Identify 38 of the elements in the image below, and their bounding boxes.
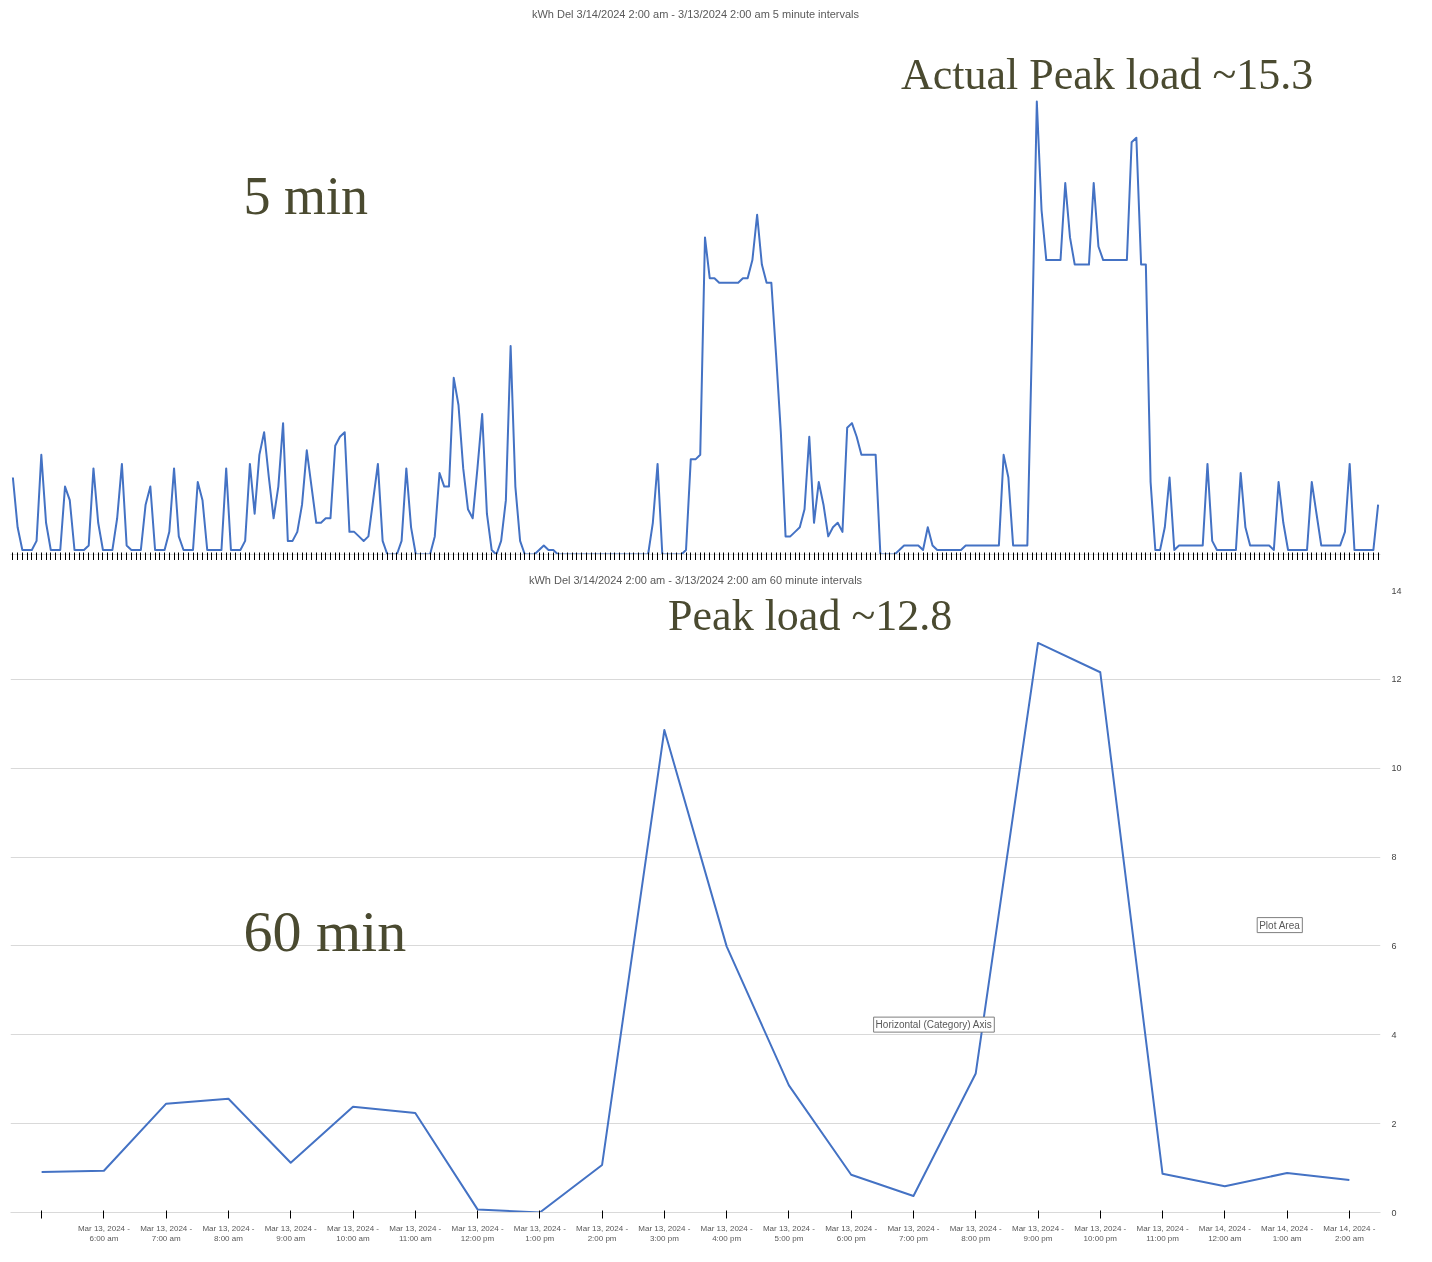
x-tick-label: Mar 13, 2024 - 1:00 pm <box>513 1223 567 1244</box>
x-tick-label: Mar 13, 2024 - 6:00 am <box>77 1223 131 1244</box>
line-series <box>40 641 1351 1213</box>
y-tick-label: 2 <box>1391 1118 1397 1129</box>
x-tick-label: Mar 13, 2024 - 5:00 pm <box>762 1223 816 1244</box>
x-tick-label: Mar 13, 2024 - 8:00 pm <box>949 1223 1003 1244</box>
y-tick-label: 0 <box>1391 1207 1397 1218</box>
x-tick-label: Mar 13, 2024 - 10:00 pm <box>1074 1223 1127 1244</box>
x-tick-label: Mar 13, 2024 - 12:00 pm <box>451 1223 504 1244</box>
x-tick-label: Mar 13, 2024 - 2:00 pm <box>576 1223 629 1244</box>
x-tick-label: Mar 13, 2024 - 7:00 pm <box>887 1223 940 1244</box>
annotation: Horizontal (Category) Axis <box>875 1019 992 1031</box>
x-tick-label: Mar 13, 2024 - 7:00 am <box>140 1223 193 1244</box>
y-tick-label: 12 <box>1391 674 1402 685</box>
y-tick-label: 10 <box>1391 763 1402 774</box>
text: Actual Peak load ~15.3 <box>901 49 1314 99</box>
annotation: 60 min <box>243 898 407 964</box>
annotation: Plot Area <box>1259 919 1301 931</box>
y-tick-label: 4 <box>1391 1029 1397 1040</box>
x-tick-label: Mar 13, 2024 - 11:00 am <box>389 1223 442 1244</box>
x-tick-label: Mar 13, 2024 - 8:00 am <box>202 1223 255 1244</box>
x-tick-label: Mar 13, 2024 - 9:00 am <box>264 1223 318 1244</box>
chart-title: kWh Del 3/14/2024 2:00 am - 3/13/2024 2:00 am 5 minute intervals <box>531 7 860 20</box>
x-tick-label: Mar 13, 2024 - 3:00 pm <box>638 1223 691 1244</box>
annotation: Peak load ~12.8 <box>668 591 953 641</box>
x-tick-label: Mar 13, 2024 - 10:00 am <box>326 1223 380 1244</box>
x-tick-label: Mar 14, 2024 - 1:00 am <box>1261 1223 1314 1244</box>
x-tick-label: Mar 13, 2024 - 11:00 pm <box>1136 1223 1189 1244</box>
x-tick-label: Mar 14, 2024 - 2:00 am <box>1323 1223 1376 1244</box>
chart-title: kWh Del 3/14/2024 2:00 am - 3/13/2024 2:00 am 60 minute intervals <box>528 573 863 586</box>
annotation: 5 min <box>243 165 368 226</box>
x-tick-label: Mar 13, 2024 - 6:00 pm <box>825 1223 878 1244</box>
x-tick-label: Mar 13, 2024 - 9:00 pm <box>1011 1223 1065 1244</box>
y-tick-label: 8 <box>1391 852 1397 863</box>
y-tick-label: 6 <box>1391 940 1397 951</box>
x-tick-label: Mar 13, 2024 - 4:00 pm <box>700 1223 753 1244</box>
y-tick-label: 14 <box>1391 585 1402 596</box>
x-tick-label: Mar 14, 2024 - 12:00 am <box>1198 1223 1252 1244</box>
